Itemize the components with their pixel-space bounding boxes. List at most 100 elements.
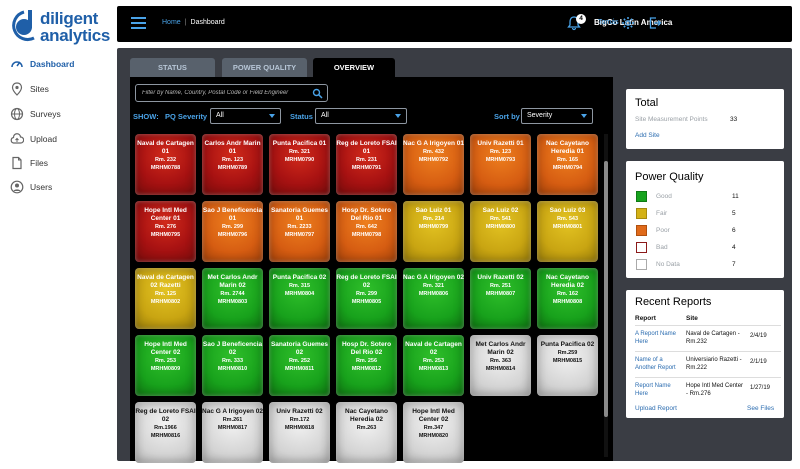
site-tile[interactable]: Naval de Cartagen 01 Rm. 232 MRHM0788: [135, 134, 196, 195]
site-tile[interactable]: Sao Luiz 01 Rm. 214 MRHM0799: [403, 201, 464, 262]
tile-site-name: Nac G A Irigoyen 02: [202, 408, 263, 415]
site-tile[interactable]: Nac G A Irigoyen 02 Rm. 321 MRHM0806: [403, 268, 464, 329]
tile-room: Rm. 231: [355, 157, 378, 163]
site-tile[interactable]: Hosp Dr. Sotero Del Rio 01 Rm. 642 MRHM079…: [336, 201, 397, 262]
tile-site-name: Naval de Cartagen 01: [137, 140, 194, 155]
tile-device-id: MRHM0797: [284, 232, 315, 238]
report-name-link[interactable]: A Report Name Here: [635, 331, 677, 345]
site-tile[interactable]: Sanatoria Guemes 01 Rm. 2233 MRHM0797: [269, 201, 330, 262]
legend-label: Bad: [656, 244, 668, 251]
reports-col-site: Site: [686, 315, 698, 322]
site-tile[interactable]: Nac Cayetano Heredia 01 Rm. 165 MRHM0794: [537, 134, 598, 195]
site-tile[interactable]: Hope Intl Med Center 02 Rm.347 MRHM0820: [403, 402, 464, 463]
site-tile[interactable]: Punta Pacifica 02 Rm.259 MRHM0815: [537, 335, 598, 396]
site-tile[interactable]: Sanatoria Guemes 02 Rm. 252 MRHM0811: [269, 335, 330, 396]
site-tile[interactable]: Reg de Loreto FSAI 02 Rm. 299 MRHM0805: [336, 268, 397, 329]
hamburger-menu-icon[interactable]: [131, 17, 146, 29]
overview-panel: SHOW: PQ Severity All Status All Sort by…: [130, 77, 613, 463]
site-tile[interactable]: Punta Pacifica 02 Rm. 315 MRHM0804: [269, 268, 330, 329]
site-tile[interactable]: Univ Razetti 02 Rm. 251 MRHM0807: [470, 268, 531, 329]
tab-overview[interactable]: OVERVIEW: [313, 58, 395, 78]
breadcrumb-home[interactable]: Home: [162, 19, 181, 26]
sidebar-item-surveys[interactable]: Surveys: [10, 105, 61, 123]
see-files-link[interactable]: See Files: [747, 405, 775, 412]
site-tile[interactable]: Sao J Beneficencia 01 Rm. 299 MRHM0796: [202, 201, 263, 262]
tile-room: Rm. 253: [154, 358, 177, 364]
search-icon[interactable]: [312, 88, 323, 99]
breadcrumb-current: Dashboard: [190, 19, 225, 26]
site-tile[interactable]: Naval de Cartagen 02 Rm. 253 MRHM0813: [403, 335, 464, 396]
site-tile[interactable]: Sao Luiz 03 Rm. 543 MRHM0801: [537, 201, 598, 262]
tile-room: Rm. 642: [355, 224, 378, 230]
site-tile[interactable]: Met Carlos Andr Marin 02 Rm. 2744 MRHM0803: [202, 268, 263, 329]
site-tile[interactable]: Nac G A Irigoyen 02 Rm.261 MRHM0817: [202, 402, 263, 463]
tile-room: Rm. 251: [489, 283, 512, 289]
tile-site-name: Nac Cayetano Heredia 02: [546, 274, 589, 289]
tile-site-name: Univ Razetti 02: [477, 274, 524, 281]
tile-site-name: Sao J Beneficencia 01: [202, 207, 263, 222]
tile-device-id: MRHM0798: [351, 232, 382, 238]
logout-icon[interactable]: [648, 16, 662, 30]
site-tile[interactable]: Sao J Beneficencia 02 Rm. 333 MRHM0810: [202, 335, 263, 396]
site-tile[interactable]: Univ Razetti 02 Rm.172 MRHM0818: [269, 402, 330, 463]
tile-room: Rm. 253: [422, 358, 445, 364]
tab-status[interactable]: STATUS: [130, 58, 215, 78]
search-input[interactable]: [142, 87, 307, 99]
sidebar-item-label: Users: [30, 182, 53, 192]
legend-count: 11: [732, 193, 739, 200]
add-site-link[interactable]: Add Site: [635, 132, 660, 139]
sort-by-select[interactable]: Severity: [521, 108, 593, 124]
pq-severity-select[interactable]: All: [210, 108, 281, 124]
tile-site-name: Punta Pacifica 02: [272, 274, 327, 281]
tile-room: Rm.261: [222, 417, 243, 423]
report-name-link[interactable]: Report Name Here: [635, 383, 671, 397]
upload-report-link[interactable]: Upload Report: [635, 405, 677, 412]
tab-power-quality[interactable]: POWER QUALITY: [222, 58, 307, 78]
pq-severity-value: All: [216, 112, 224, 119]
site-tile[interactable]: Naval de Cartagen 02 Razetti Rm. 125 MRHM0…: [135, 268, 196, 329]
breadcrumb: Home | Dashboard: [162, 19, 225, 26]
logo-text-line2: analytics: [40, 26, 111, 45]
report-row[interactable]: Name of a Another Report Universiario Ra…: [635, 351, 781, 378]
site-tile[interactable]: Punta Pacifica 01 Rm. 321 MRHM0790: [269, 134, 330, 195]
sidebar-item-label: Files: [30, 158, 48, 168]
gear-icon[interactable]: [621, 16, 635, 30]
report-row[interactable]: A Report Name Here Naval de Cartagen - R…: [635, 325, 781, 352]
tile-site-name: Sao Luiz 03: [549, 207, 586, 214]
tile-device-id: MRHM0793: [485, 157, 516, 163]
site-tile[interactable]: Met Carlos Andr Marin 02 Rm. 363 MRHM0814: [470, 335, 531, 396]
tile-room: Rm. 543: [556, 216, 579, 222]
site-tile[interactable]: Hosp Dr. Sotero Del Rio 02 Rm. 256 MRHM081…: [336, 335, 397, 396]
site-tile[interactable]: Reg de Loreto FSAI 01 Rm. 231 MRHM0791: [336, 134, 397, 195]
tile-room: Rm. 276: [154, 224, 177, 230]
site-points-value: 33: [730, 116, 738, 123]
sidebar-item-label: Sites: [30, 84, 49, 94]
report-name-link[interactable]: Name of a Another Report: [635, 357, 676, 371]
sidebar-item-users[interactable]: Users: [10, 178, 52, 196]
report-date: 1/27/19: [750, 385, 771, 391]
site-tile[interactable]: Sao Luiz 02 Rm. 541 MRHM0800: [470, 201, 531, 262]
report-row[interactable]: Report Name Here Hope Intl Med Center - …: [635, 377, 781, 404]
sidebar-item-upload[interactable]: Upload: [10, 130, 57, 148]
site-tile[interactable]: Nac Cayetano Heredia 02 Rm.263: [336, 402, 397, 463]
breadcrumb-separator: |: [184, 19, 187, 26]
site-tile[interactable]: Univ Razetti 01 Rm. 123 MRHM0793: [470, 134, 531, 195]
site-tile[interactable]: Carlos Andr Marin 01 Rm. 123 MRHM0789: [202, 134, 263, 195]
logo-text-line1: diligent: [40, 9, 99, 28]
tile-room: Rm. 363: [489, 358, 512, 364]
scrollbar-thumb[interactable]: [604, 161, 608, 417]
site-tile[interactable]: Hope Intl Med Center 02 Rm. 253 MRHM0809: [135, 335, 196, 396]
site-tile[interactable]: Nac Cayetano Heredia 02 Rm. 162 MRHM0808: [537, 268, 598, 329]
user-name[interactable]: Tomás: [598, 19, 619, 26]
status-select[interactable]: All: [315, 108, 407, 124]
legend-label: Fair: [656, 210, 668, 217]
site-tile[interactable]: Nac G A Irigoyen 01 Rm. 432 MRHM0792: [403, 134, 464, 195]
logo[interactable]: diligent analytics: [10, 8, 115, 46]
chevron-down-icon: [269, 114, 275, 118]
sidebar-item-dashboard[interactable]: Dashboard: [10, 55, 74, 73]
sidebar-item-sites[interactable]: Sites: [10, 80, 49, 98]
site-tile[interactable]: Hope Intl Med Center 01 Rm. 276 MRHM0795: [135, 201, 196, 262]
status-label: Status: [290, 112, 313, 121]
site-tile[interactable]: Reg de Loreto FSAI 02 Rm.1966 MRHM0816: [135, 402, 196, 463]
sidebar-item-files[interactable]: Files: [10, 154, 48, 172]
